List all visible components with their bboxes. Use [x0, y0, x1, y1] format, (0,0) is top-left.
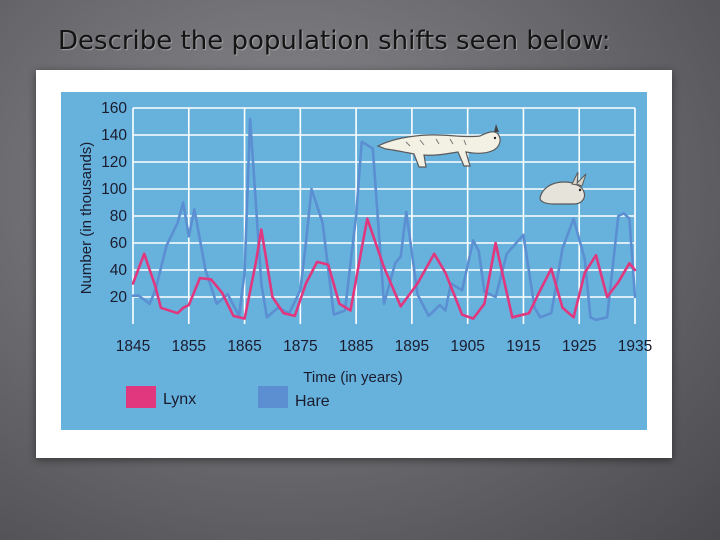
- x-tick-label: 1855: [172, 338, 206, 355]
- y-tick-label: 120: [101, 154, 127, 171]
- legend-label-lynx: Lynx: [163, 391, 196, 408]
- legend-swatch-lynx: [126, 386, 156, 408]
- x-tick-label: 1845: [116, 338, 150, 355]
- lynx-illustration: [376, 124, 501, 168]
- x-tick-label: 1865: [227, 338, 261, 355]
- chart-background-panel: [61, 92, 647, 430]
- x-tick-label: 1935: [618, 338, 652, 355]
- x-tick-label: 1915: [506, 338, 540, 355]
- lynx-hare-population-chart: 1845 1855 1865 1875 1885 1895 1905 1915 1925 1935…: [61, 92, 652, 430]
- series-line-hare: [131, 117, 637, 322]
- x-tick-label: 1875: [283, 338, 317, 355]
- hare-illustration: [539, 171, 587, 205]
- legend-swatch-hare: [258, 386, 288, 408]
- y-tick-label: 160: [101, 100, 127, 117]
- y-tick-label: 100: [101, 181, 127, 198]
- y-tick-label: 40: [110, 262, 128, 279]
- series-lines: [131, 117, 637, 322]
- y-tick-label: 140: [101, 127, 127, 144]
- tick-labels: 1845 1855 1865 1875 1885 1895 1905 1915 1925 1935…: [101, 100, 652, 355]
- y-axis-title: Number (in thousands): [78, 142, 95, 295]
- series-line-lynx: [131, 217, 637, 320]
- y-tick-label: 80: [110, 208, 128, 225]
- x-tick-label: 1895: [395, 338, 429, 355]
- x-tick-label: 1905: [450, 338, 484, 355]
- legend-label-hare: Hare: [295, 393, 330, 410]
- y-tick-label: 60: [110, 235, 128, 252]
- y-tick-label: 20: [110, 289, 128, 306]
- legend: Lynx Hare: [126, 386, 330, 410]
- x-tick-label: 1885: [339, 338, 373, 355]
- x-tick-label: 1925: [562, 338, 596, 355]
- figure-card: 1845 1855 1865 1875 1885 1895 1905 1915 1925 1935…: [36, 70, 672, 458]
- slide-title: Describe the population shifts seen belo…: [58, 26, 611, 56]
- x-axis-title: Time (in years): [303, 369, 402, 386]
